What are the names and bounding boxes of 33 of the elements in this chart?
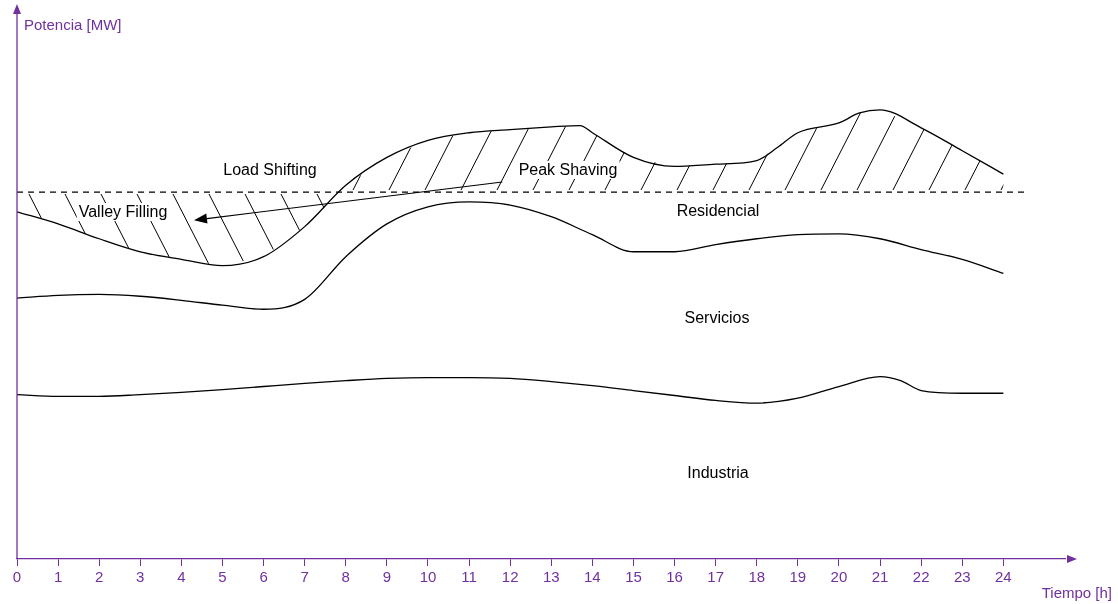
x-tick-label: 7 bbox=[300, 568, 309, 586]
x-tick-label: 16 bbox=[666, 568, 683, 586]
annotation: Industria bbox=[685, 464, 751, 482]
x-tick-label: 11 bbox=[461, 568, 477, 586]
x-tick-label: 5 bbox=[218, 568, 227, 586]
x-tick-label: 10 bbox=[419, 568, 437, 586]
x-tick-label: 20 bbox=[830, 568, 848, 586]
text: Potencia [MW] bbox=[23, 15, 123, 33]
x-tick-label: 15 bbox=[625, 568, 642, 586]
x-tick-label: 24 bbox=[995, 568, 1012, 586]
x-tick-label: 14 bbox=[584, 568, 601, 586]
x-tick-label: 2 bbox=[95, 568, 104, 586]
x-tick-label: 9 bbox=[382, 568, 392, 586]
x-tick-label: 1 bbox=[53, 568, 63, 586]
x-tick-label: 4 bbox=[177, 568, 186, 586]
x-tick-label: 18 bbox=[748, 568, 766, 586]
annotation: Load Shifting bbox=[221, 161, 319, 179]
x-tick-label: 6 bbox=[259, 568, 268, 586]
annotation: Peak Shaving bbox=[516, 161, 620, 179]
x-tick-label: 12 bbox=[501, 568, 519, 586]
x-tick-label: 21 bbox=[871, 568, 889, 586]
x-tick-label: 19 bbox=[789, 568, 807, 586]
x-tick-label: 17 bbox=[707, 568, 725, 586]
annotation: Residencial bbox=[674, 202, 762, 220]
x-tick-label: 22 bbox=[912, 568, 930, 586]
x-tick-label: 23 bbox=[953, 568, 971, 586]
x-tick-label: 8 bbox=[341, 568, 350, 586]
x-tick-label: 0 bbox=[12, 568, 22, 586]
x-tick-label: 13 bbox=[542, 568, 560, 586]
x-axis-title: Tiempo [h] bbox=[1041, 584, 1112, 601]
annotation: Servicios bbox=[682, 309, 752, 327]
x-tick-label: 3 bbox=[136, 568, 145, 586]
annotation: Valley Filling bbox=[76, 203, 170, 221]
